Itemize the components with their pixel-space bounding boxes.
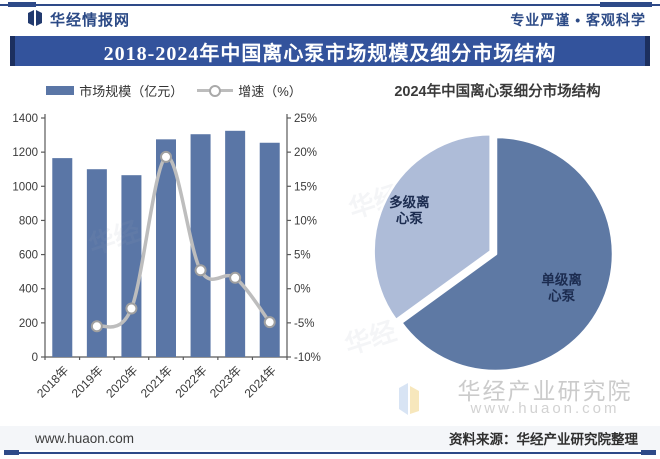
x-axis-label: 2021年 [138,363,175,400]
x-axis-label: 2024年 [242,363,279,400]
footer-source-note: 资料来源：华经产业研究院整理 [449,432,638,447]
page-title: 2018-2024年中国离心泵市场规模及细分市场结构 [103,42,557,65]
market-size-combo-chart: 1400 1200 1000 800 600 400 200 0 25% 20% 15% 10% 5% 0… [12,113,321,400]
legend-item-market-size: 市场规模（亿元） [46,81,183,100]
growth-line-marker [229,271,242,284]
watermark-site-text: www.huaon.com [470,400,620,417]
legend-label-market-size: 市场规模（亿元） [79,83,184,99]
left-axis-tick-label: 400 [19,284,38,296]
bar-2023年 [225,130,246,357]
growth-line-marker [194,264,207,277]
left-axis-tick-label: 0 [32,352,38,364]
left-axis-tick-label: 200 [19,318,38,330]
bar-2018年 [52,158,73,357]
growth-line-marker [125,302,138,315]
huajing-logo-icon [26,9,44,27]
right-axis-tick-label: -5% [294,318,314,330]
bar-2022年 [190,134,211,357]
x-axis-label: 2019年 [69,363,106,400]
bar-2020年 [121,175,142,357]
x-axis-label: 2023年 [207,363,244,400]
title-banner: 2018-2024年中国离心泵市场规模及细分市场结构 [10,36,650,66]
header-slogan: 专业严谨 • 客观科学 [510,12,646,28]
right-axis-tick-label: 5% [294,250,311,262]
x-axis-label: 2022年 [172,363,209,400]
bar-2024年 [259,142,280,357]
x-axis-label: 2018年 [34,363,71,400]
footer-bar: www.huaon.com 资料来源：华经产业研究院整理 [0,426,660,450]
pie-slice-多级离心泵 [372,133,492,322]
right-axis-tick-label: -10% [294,352,321,364]
legend-label-growth: 增速（%） [238,83,302,99]
left-axis-tick-label: 1200 [12,147,38,159]
top-border-left-cap [8,2,36,7]
right-axis-tick-label: 0% [294,284,311,296]
x-axis-label: 2020年 [103,363,140,400]
growth-line-marker [90,320,103,333]
logo-text: 华经情报网 [50,12,131,29]
line-series-swatch [197,84,234,97]
watermark-brand-text: 华经产业研究院 [457,378,633,404]
right-axis-tick-label: 10% [294,215,317,227]
bottom-border-right-cap [641,450,656,455]
right-axis-tick-label: 25% [294,113,317,125]
pie-slice-单级离心泵 [400,135,615,373]
left-axis-tick-label: 1000 [12,181,38,193]
right-axis-tick-label: 20% [294,147,317,159]
bottom-border-line [4,452,656,454]
footer-site-url: www.huaon.com [35,430,135,446]
top-border-right-cap [600,2,652,7]
pie-slice-label: 多级离心泵 [389,194,430,226]
segment-structure-pie-chart: 单级离心泵 多级离心泵 [372,133,615,373]
top-border-line [0,4,660,6]
bottom-border-left-cap [4,450,19,455]
pie-chart-title: 2024年中国离心泵细分市场结构 [394,84,601,100]
pie-slice-label: 单级离心泵 [541,271,582,303]
bar-2019年 [86,169,107,357]
legend-item-growth: 增速（%） [197,81,302,100]
bar-2021年 [156,139,176,357]
left-axis-tick-label: 1400 [12,113,38,125]
growth-line-marker [160,150,172,163]
watermark-logo-icon [398,382,422,416]
growth-line-marker [263,316,276,329]
right-axis-tick-label: 15% [294,181,317,193]
left-axis-tick-label: 800 [19,215,38,227]
bar-series-swatch [46,85,75,95]
combo-chart-legend: 市场规模（亿元） 增速（%） [24,80,324,100]
left-axis-tick-label: 600 [19,250,38,262]
